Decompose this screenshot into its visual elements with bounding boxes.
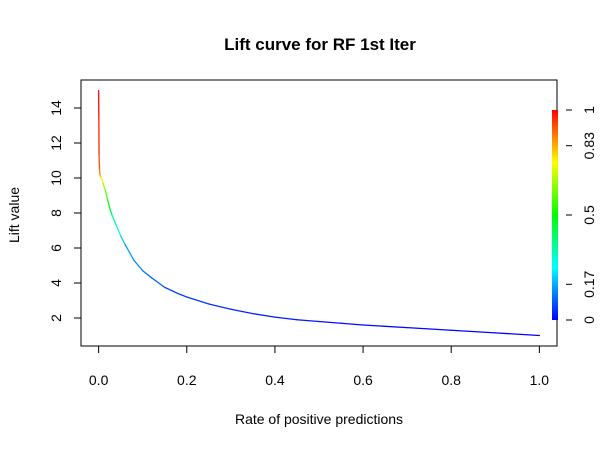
color-key-tick-label: 0.17 xyxy=(581,270,597,297)
x-tick-label: 0.6 xyxy=(353,372,373,388)
color-key-tick-label: 1 xyxy=(581,106,597,114)
curve-segment xyxy=(142,270,153,279)
curve-segment xyxy=(230,308,254,315)
x-axis-label: Rate of positive predictions xyxy=(235,411,403,427)
curve-segment xyxy=(450,329,496,334)
curve-segment xyxy=(208,303,232,310)
y-tick-label: 14 xyxy=(48,100,64,116)
curve-segment xyxy=(274,316,298,321)
color-key-bar xyxy=(552,110,558,320)
curve-segment xyxy=(106,198,111,209)
curve-segment xyxy=(111,214,117,226)
curve-segment xyxy=(133,259,144,272)
curve-segment xyxy=(164,286,179,295)
y-tick-label: 8 xyxy=(48,209,64,217)
curve-segment xyxy=(102,182,106,191)
color-key-tick-label: 0.5 xyxy=(581,205,597,225)
y-tick-label: 12 xyxy=(48,135,64,151)
color-key-tick-label: 0 xyxy=(581,316,597,324)
x-tick-label: 0.8 xyxy=(441,372,461,388)
y-axis: 2 4 6 8 10 12 14 xyxy=(48,100,82,322)
y-tick-label: 6 xyxy=(48,244,64,252)
curve-segment xyxy=(108,207,113,216)
curve-segment xyxy=(104,189,109,200)
x-tick-label: 0.0 xyxy=(89,372,109,388)
curve-segment xyxy=(177,292,188,298)
x-tick-label: 0.4 xyxy=(265,372,285,388)
curve-segment xyxy=(362,324,408,329)
y-tick-label: 2 xyxy=(48,314,64,322)
color-key-tick-label: 0.83 xyxy=(581,132,597,159)
curve-segment xyxy=(494,332,541,337)
curve-segment xyxy=(150,277,166,289)
plot-frame xyxy=(80,79,558,347)
y-tick-label: 10 xyxy=(48,170,64,186)
y-axis-label: Lift value xyxy=(6,187,22,243)
curve-segment xyxy=(318,320,342,324)
curve-segment xyxy=(252,312,276,318)
curve-segment xyxy=(296,319,320,323)
curve-segment xyxy=(115,224,122,237)
curve-segment xyxy=(406,326,452,331)
chart-title: Lift curve for RF 1st Iter xyxy=(224,35,416,54)
y-tick-label: 4 xyxy=(48,279,64,287)
curve-segment xyxy=(120,235,126,246)
lift-curve xyxy=(97,89,541,337)
x-tick-label: 0.2 xyxy=(177,372,197,388)
curve-segment xyxy=(340,322,364,326)
curve-segment xyxy=(124,243,135,261)
curve-segment xyxy=(186,296,210,305)
x-axis: 0.0 0.2 0.4 0.6 0.8 1.0 xyxy=(89,345,550,388)
color-key: 0 0.17 0.5 0.83 1 xyxy=(552,106,597,324)
x-tick-label: 1.0 xyxy=(530,372,550,388)
